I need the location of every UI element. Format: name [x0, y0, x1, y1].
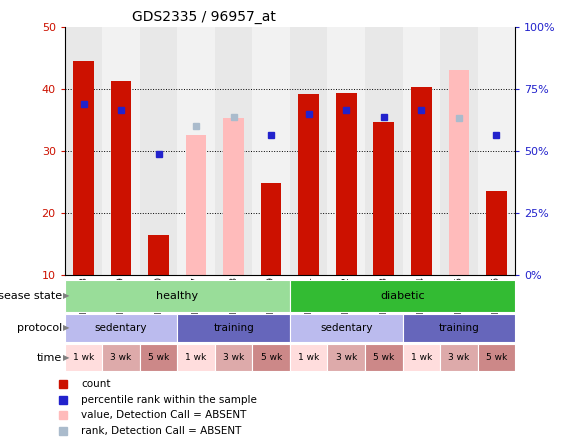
Text: 5 wk: 5 wk [261, 353, 282, 362]
Text: ▶: ▶ [63, 291, 70, 301]
Bar [140, 27, 177, 275]
Text: 1 wk: 1 wk [73, 353, 94, 362]
Text: healthy: healthy [157, 291, 198, 301]
Bar [290, 280, 515, 312]
Bar [215, 344, 252, 372]
Text: ▶: ▶ [63, 353, 70, 362]
Text: training: training [439, 323, 479, 333]
Text: 1 wk: 1 wk [410, 353, 432, 362]
Bar [73, 61, 94, 275]
Bar [290, 27, 328, 275]
Text: sedentary: sedentary [95, 323, 148, 333]
Bar [140, 344, 177, 372]
Bar [111, 81, 131, 275]
Text: sedentary: sedentary [320, 323, 373, 333]
Bar [403, 344, 440, 372]
Text: rank, Detection Call = ABSENT: rank, Detection Call = ABSENT [81, 426, 242, 436]
Bar [65, 344, 102, 372]
Bar [449, 70, 469, 275]
Bar [252, 344, 290, 372]
Bar [177, 27, 215, 275]
Text: time: time [37, 353, 62, 363]
Bar [186, 135, 207, 275]
Text: GDS2335 / 96957_at: GDS2335 / 96957_at [132, 10, 276, 24]
Bar [65, 27, 102, 275]
Bar [177, 344, 215, 372]
Bar [290, 344, 328, 372]
Text: 5 wk: 5 wk [148, 353, 169, 362]
Bar [403, 314, 515, 342]
Bar [65, 314, 177, 342]
Bar [440, 27, 477, 275]
Bar [336, 93, 356, 275]
Text: 5 wk: 5 wk [373, 353, 395, 362]
Text: value, Detection Call = ABSENT: value, Detection Call = ABSENT [81, 410, 247, 420]
Text: diabetic: diabetic [380, 291, 425, 301]
Bar [365, 344, 403, 372]
Text: protocol: protocol [17, 323, 62, 333]
Bar [411, 87, 432, 275]
Text: 1 wk: 1 wk [298, 353, 319, 362]
Text: ▶: ▶ [63, 323, 70, 333]
Bar [261, 183, 282, 275]
Text: disease state: disease state [0, 291, 62, 301]
Text: 5 wk: 5 wk [486, 353, 507, 362]
Bar [298, 94, 319, 275]
Bar [440, 344, 477, 372]
Text: 3 wk: 3 wk [223, 353, 244, 362]
Bar [328, 27, 365, 275]
Text: 3 wk: 3 wk [110, 353, 132, 362]
Text: 3 wk: 3 wk [448, 353, 470, 362]
Text: training: training [213, 323, 254, 333]
Bar [148, 234, 169, 275]
Text: 3 wk: 3 wk [336, 353, 357, 362]
Text: 1 wk: 1 wk [185, 353, 207, 362]
Bar [486, 191, 507, 275]
Bar [477, 27, 515, 275]
Bar [373, 122, 394, 275]
Bar [177, 314, 290, 342]
Bar [252, 27, 290, 275]
Bar [290, 314, 403, 342]
Bar [365, 27, 403, 275]
Bar [215, 27, 252, 275]
Text: percentile rank within the sample: percentile rank within the sample [81, 395, 257, 404]
Bar [403, 27, 440, 275]
Text: count: count [81, 379, 111, 389]
Bar [224, 118, 244, 275]
Bar [477, 344, 515, 372]
Bar [328, 344, 365, 372]
Bar [102, 27, 140, 275]
Bar [102, 344, 140, 372]
Bar [65, 280, 290, 312]
